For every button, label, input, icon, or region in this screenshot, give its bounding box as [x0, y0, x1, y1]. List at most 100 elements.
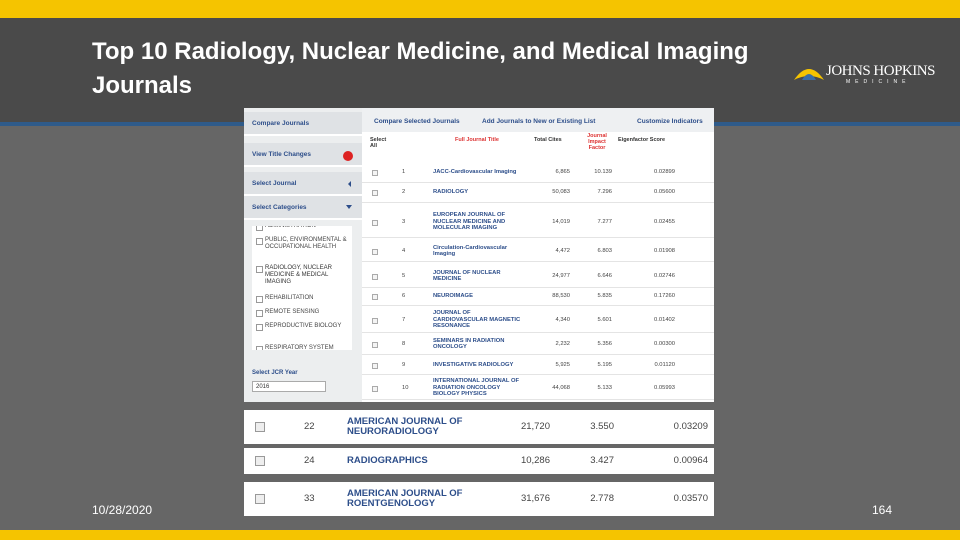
alert-icon: [343, 151, 353, 161]
logo-name: JOHNS HOPKINS: [826, 63, 935, 79]
impact-factor: 5.835: [597, 293, 612, 299]
chevron: [348, 181, 351, 187]
rank: 5: [402, 273, 406, 279]
logo-shield: [794, 69, 824, 80]
impact-factor: 5.601: [597, 317, 612, 323]
category-option[interactable]: REMOTE SENSING: [256, 309, 350, 317]
total-cites: 4,340: [555, 317, 570, 323]
category-option[interactable]: REPRODUCTIVE BIOLOGY: [256, 323, 350, 331]
journal-title[interactable]: INVESTIGATIVE RADIOLOGY: [433, 361, 514, 368]
row-checkbox[interactable]: [372, 220, 378, 226]
journal-title[interactable]: NEUROIMAGE: [433, 292, 473, 299]
impact-factor: 2.778: [590, 493, 614, 504]
row-divider: [362, 399, 714, 400]
row-checkbox[interactable]: [372, 274, 378, 280]
toolbar-button[interactable]: Add Journals to New or Existing List: [482, 118, 596, 125]
rank: 8: [402, 341, 406, 347]
year-label: Select JCR Year: [252, 370, 298, 376]
journal-title[interactable]: JACC-Cardiovascular Imaging: [433, 168, 517, 175]
rank: 3: [402, 219, 406, 225]
total-cites: 31,676: [520, 493, 550, 504]
journal-title[interactable]: RADIOLOGY: [433, 188, 469, 195]
rank: 6: [402, 293, 406, 299]
journal-title[interactable]: Circulation-Cardiovascular Imaging: [433, 244, 508, 258]
rank: 24: [304, 455, 315, 466]
column-header[interactable]: Select All: [370, 137, 387, 149]
category-option[interactable]: REHABILITATION: [256, 295, 350, 303]
row-checkbox[interactable]: [372, 294, 378, 300]
impact-factor: 5.356: [597, 341, 612, 347]
row-checkbox[interactable]: [372, 386, 378, 392]
extra-row: 22 AMERICAN JOURNAL OF NEURORADIOLOGY 21,7…: [244, 410, 714, 444]
impact-factor: 6.803: [597, 248, 612, 254]
row-checkbox[interactable]: [255, 422, 265, 432]
date: 10/28/2020: [92, 503, 153, 517]
extra-row: 33 AMERICAN JOURNAL OF ROENTGENOLOGY 31,67…: [244, 482, 714, 516]
total-cites: 10,286: [520, 455, 550, 466]
journal-title[interactable]: AMERICAN JOURNAL OF ROENTGENOLOGY: [347, 488, 463, 509]
row-checkbox[interactable]: [372, 318, 378, 324]
title: Top 10 Radiology, Nuclear Medicine, and …: [92, 38, 749, 65]
impact-factor: 7.296: [597, 189, 612, 195]
category-option[interactable]: ADMINISTRATION: [256, 226, 350, 231]
sidebar-item[interactable]: View Title Changes: [244, 143, 362, 167]
row-checkbox[interactable]: [372, 190, 378, 196]
row-divider: [362, 261, 714, 262]
total-cites: 14,019: [552, 219, 570, 225]
journal-title[interactable]: AMERICAN JOURNAL OF NEURORADIOLOGY: [347, 416, 463, 437]
eigenfactor: 0.00964: [673, 455, 708, 466]
journal-title[interactable]: JOURNAL OF NUCLEAR MEDICINE: [433, 269, 501, 283]
journal-title[interactable]: RADIOGRAPHICS: [347, 455, 428, 466]
row-divider: [362, 332, 714, 333]
rank: 10: [402, 385, 409, 391]
logo-sub: MEDICINE: [846, 79, 911, 85]
category-list: ADMINISTRATION PUBLIC, ENVIRONMENTAL & OC…: [252, 226, 352, 350]
row-checkbox[interactable]: [372, 249, 378, 255]
impact-factor: 3.550: [590, 421, 614, 432]
row-checkbox[interactable]: [372, 342, 378, 348]
eigenfactor: 0.02455: [654, 219, 675, 225]
journal-title[interactable]: INTERNATIONAL JOURNAL OF RADIATION ONCOL…: [433, 378, 519, 398]
impact-factor: 5.133: [597, 385, 612, 391]
column-header: Total Cites: [534, 137, 562, 143]
total-cites: 5,925: [555, 362, 570, 368]
total-cites: 2,232: [555, 341, 570, 347]
rank: 7: [402, 317, 406, 323]
eigenfactor: 0.05993: [654, 385, 675, 391]
row-divider: [362, 202, 714, 203]
journal-title[interactable]: SEMINARS IN RADIATION ONCOLOGY: [433, 337, 505, 351]
journal-title[interactable]: JOURNAL OF CARDIOVASCULAR MAGNETIC RESON…: [433, 310, 521, 330]
impact-factor: 5.195: [597, 362, 612, 368]
category-option[interactable]: RESPIRATORY SYSTEM: [256, 345, 350, 350]
sidebar-item[interactable]: Select Journal: [244, 172, 362, 196]
category-option[interactable]: RADIOLOGY, NUCLEAR MEDICINE & MEDICAL IM…: [256, 265, 350, 286]
eigenfactor: 0.05600: [654, 189, 675, 195]
toolbar-button[interactable]: Compare Selected Journals: [374, 118, 460, 125]
total-cites: 21,720: [520, 421, 550, 432]
rank: 22: [304, 421, 315, 432]
screenshot: Compare Journals View Title Changes Select…: [244, 108, 714, 402]
extra-row: 24 RADIOGRAPHICS 10,286 3.427 0.00964: [244, 448, 714, 474]
column-header[interactable]: Full Journal Title: [455, 137, 499, 143]
year-select[interactable]: 2016: [252, 381, 326, 392]
eigenfactor: 0.01402: [654, 317, 675, 323]
total-cites: 4,472: [555, 248, 570, 254]
row-checkbox[interactable]: [255, 456, 265, 466]
eigenfactor: 0.02899: [654, 169, 675, 175]
journal-title[interactable]: EUROPEAN JOURNAL OF NUCLEAR MEDICINE AND…: [433, 212, 506, 232]
category-option[interactable]: PUBLIC, ENVIRONMENTAL & OCCUPATIONAL HEA…: [256, 237, 350, 251]
row-checkbox[interactable]: [255, 494, 265, 504]
eigenfactor: 0.01908: [654, 248, 675, 254]
sidebar-item[interactable]: Compare Journals: [244, 112, 362, 136]
row-checkbox[interactable]: [372, 170, 378, 176]
row-checkbox[interactable]: [372, 363, 378, 369]
eigenfactor: 0.03570: [673, 493, 708, 504]
toolbar-button[interactable]: Customize Indicators: [637, 118, 703, 125]
eigenfactor: 0.00300: [654, 341, 675, 347]
impact-factor: 6.646: [597, 273, 612, 279]
rank: 2: [402, 189, 406, 195]
row-divider: [362, 287, 714, 288]
header: [0, 18, 960, 122]
sidebar-item[interactable]: Select Categories: [244, 196, 362, 220]
